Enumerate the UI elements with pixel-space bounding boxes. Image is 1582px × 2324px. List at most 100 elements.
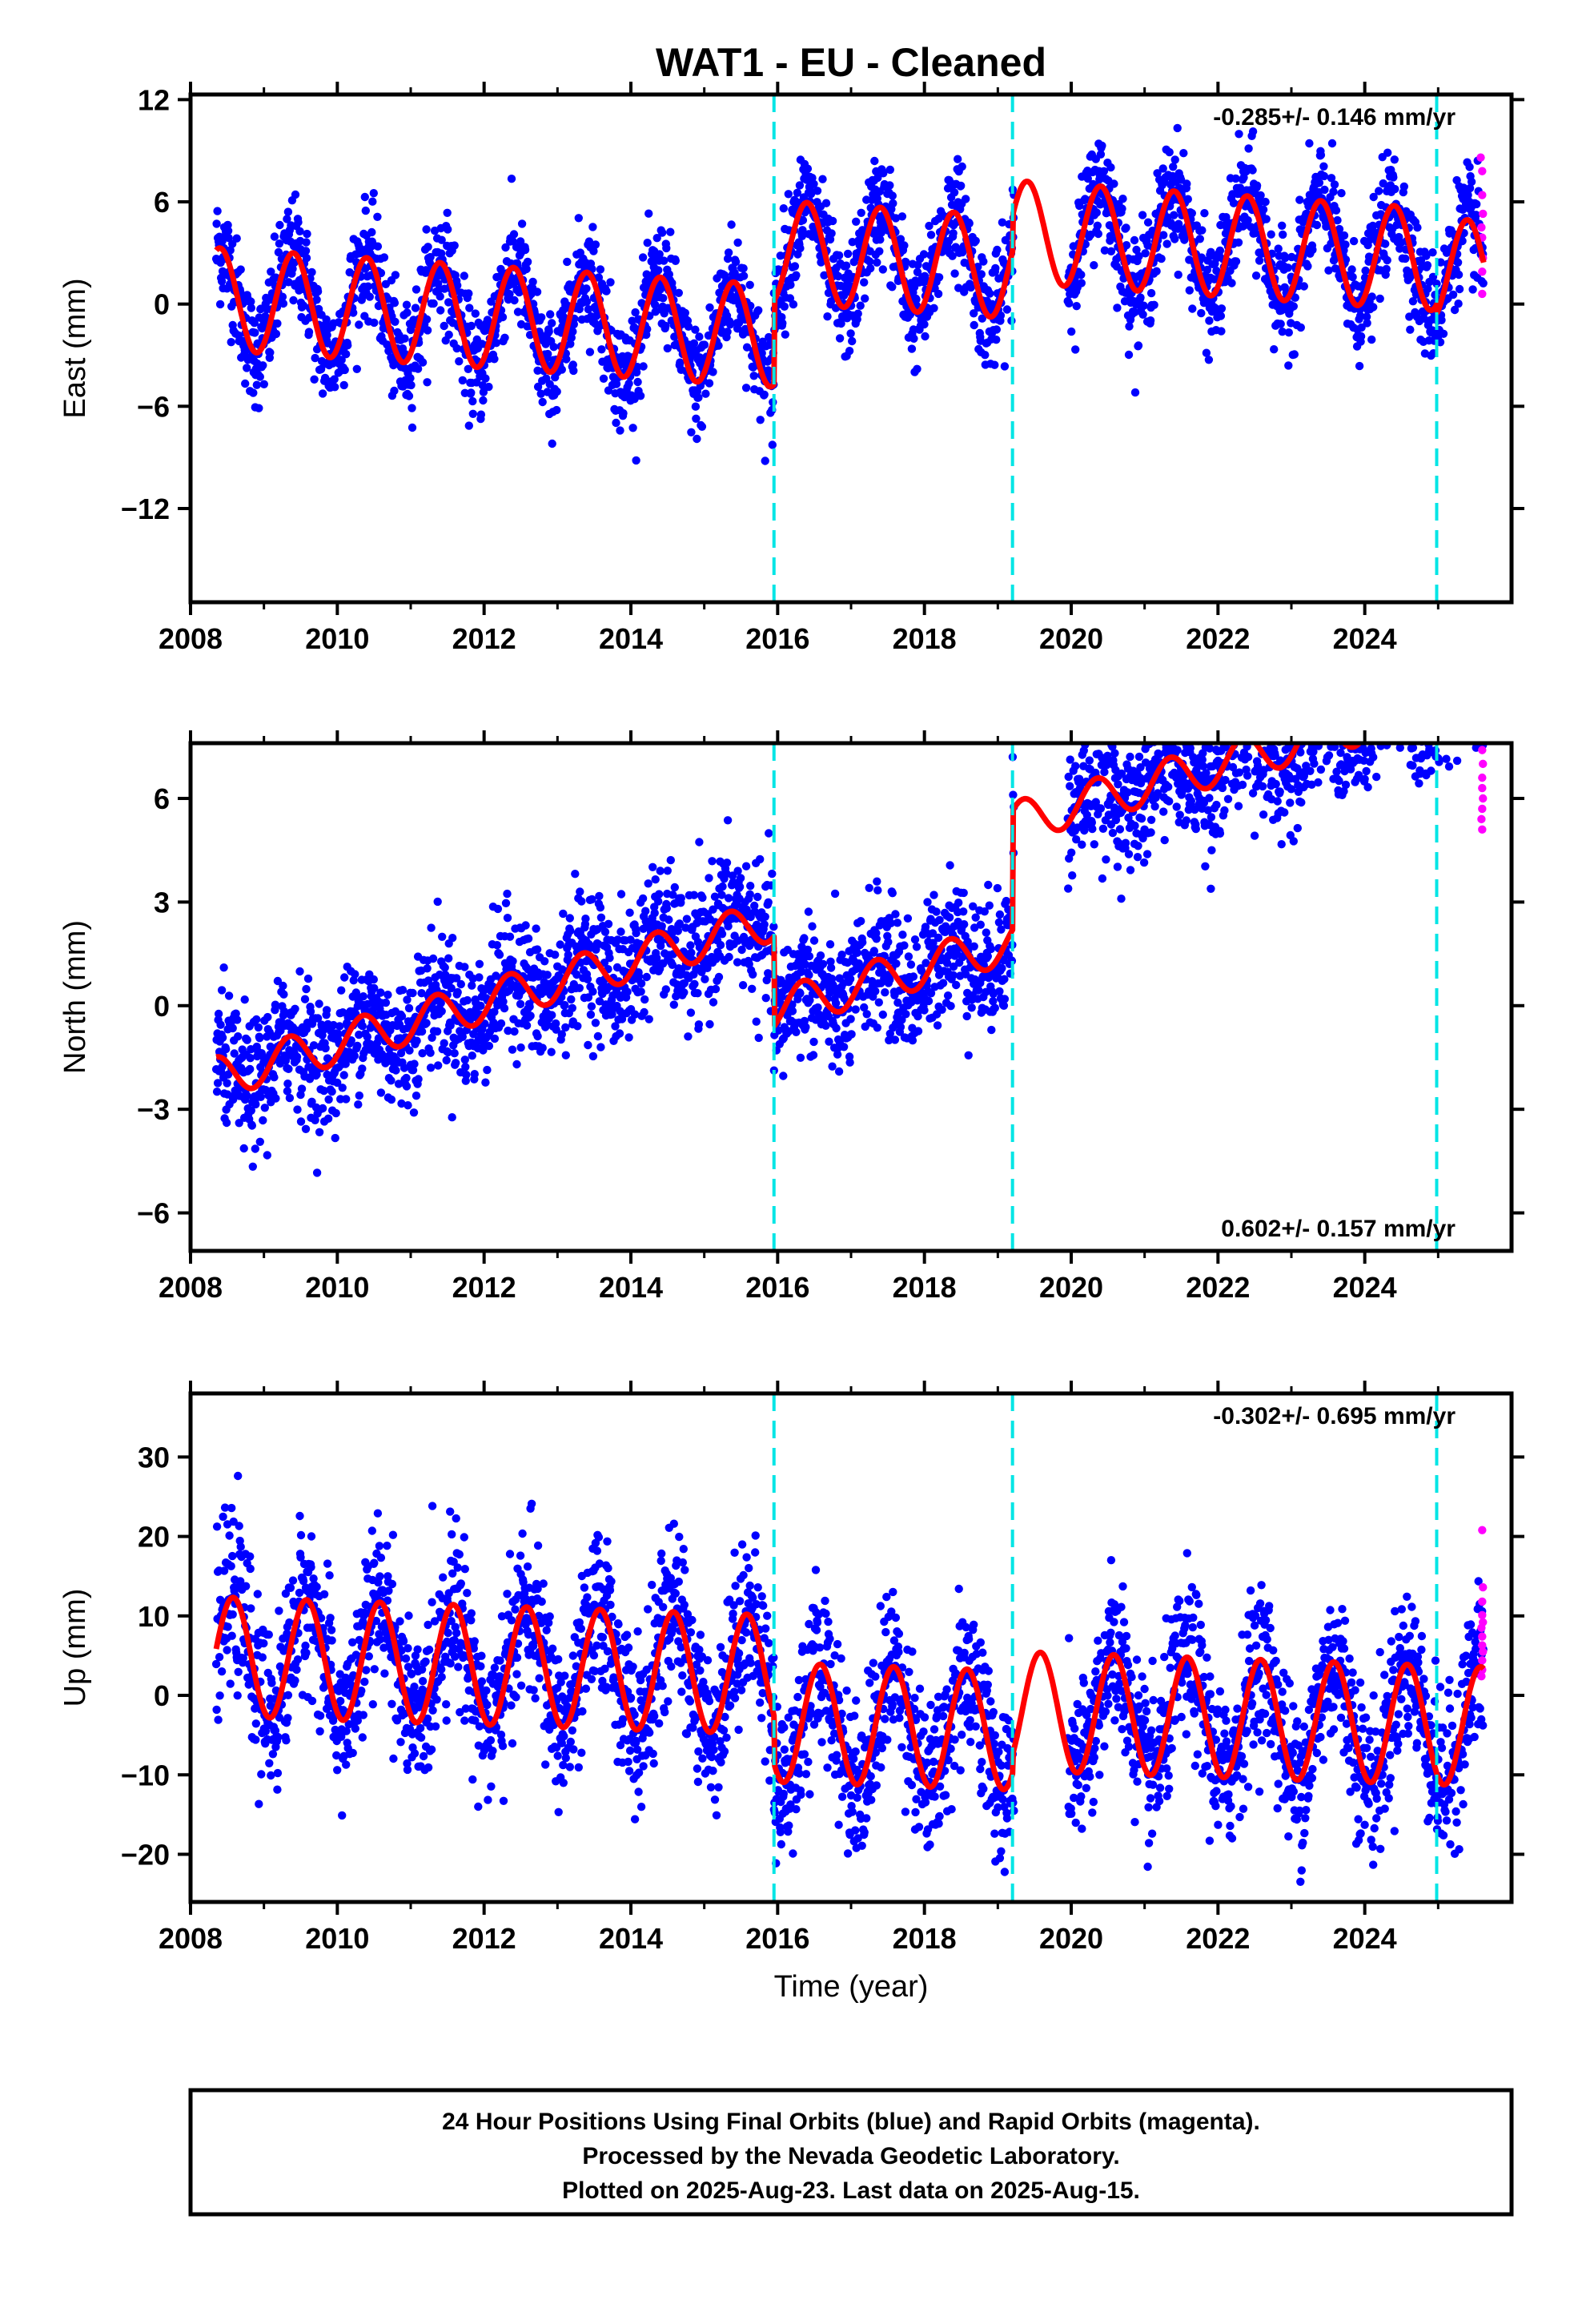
data-point [665,915,673,924]
data-point [402,1082,412,1091]
data-point [390,386,399,396]
data-point [409,1108,419,1117]
data-point [289,296,298,305]
data-point [1217,327,1226,336]
data-point [692,414,701,423]
data-point [837,951,846,959]
data-point [1391,184,1399,194]
data-point [239,1144,248,1153]
data-point [571,870,580,879]
data-point [906,960,916,969]
data-point [448,1113,456,1122]
data-point [352,364,361,373]
data-point [666,227,675,236]
data-point [623,987,632,996]
data-point [434,1061,443,1070]
data-point [1106,247,1116,255]
data-point [711,984,721,994]
data-point [723,816,733,825]
data-point [217,986,227,995]
data-point [749,970,757,979]
east-panel: 2008 2010 2012 2014 2016 2018 2020 2022 2024−12−… [58,82,1524,655]
data-point [1231,174,1240,183]
data-point [792,271,801,279]
data-point [681,308,689,317]
data-point [337,986,346,995]
data-point [650,908,659,918]
data-point [408,988,417,998]
data-point [761,456,769,465]
data-point [359,992,367,1001]
data-point [387,1095,396,1104]
data-point [391,271,400,279]
data-point [581,915,590,923]
data-point [693,434,701,444]
data-point [950,188,959,197]
data-point [263,1151,271,1160]
data-point [533,1031,542,1041]
data-point [656,866,665,875]
data-point [1437,316,1446,324]
data-point [971,236,980,245]
data-point [632,363,642,372]
data-point [295,227,304,235]
data-point [913,267,922,276]
data-point [992,325,1002,334]
data-point [1197,308,1206,318]
data-point [912,295,921,304]
data-point [705,379,714,388]
data-point [865,257,874,266]
data-point [967,1003,976,1012]
data-point [404,1101,412,1110]
data-point [303,229,311,239]
data-point [663,344,672,353]
data-point [313,287,323,296]
data-point [546,310,555,319]
data-point [503,889,512,899]
data-point [797,231,807,240]
data-point [243,364,251,372]
data-point [413,364,423,373]
data-point [885,165,895,175]
data-point [551,951,560,959]
data-point [412,1036,421,1045]
data-point [302,238,311,247]
data-point [1150,300,1158,309]
data-point [760,390,769,399]
data-point [411,304,420,312]
data-point [223,1079,231,1088]
data-point [544,327,553,336]
data-point [283,207,293,216]
data-point [1118,204,1126,213]
data-point [800,934,809,943]
data-point [957,181,966,191]
data-point [423,326,432,335]
data-point [279,990,288,999]
data-point [909,334,918,343]
data-point [705,303,714,312]
data-point [768,440,777,449]
data-point [816,951,825,960]
data-point [625,908,634,917]
data-point [221,1044,231,1054]
data-point [322,315,331,324]
data-point [1173,123,1182,133]
data-point [331,1108,340,1118]
data-point [976,920,986,929]
data-point [1270,345,1279,354]
data-point [841,261,851,270]
data-point [714,341,723,350]
data-point [843,249,853,259]
data-point [523,257,532,267]
x-tick-label: 2014 [599,622,663,655]
data-point [910,935,920,944]
data-point [981,351,990,360]
data-point [788,1007,797,1015]
data-point [1390,155,1399,164]
data-point [365,292,374,301]
data-point [440,321,448,331]
data-point [483,316,492,324]
data-point [444,330,453,340]
data-point [588,987,597,996]
data-point [754,306,763,315]
